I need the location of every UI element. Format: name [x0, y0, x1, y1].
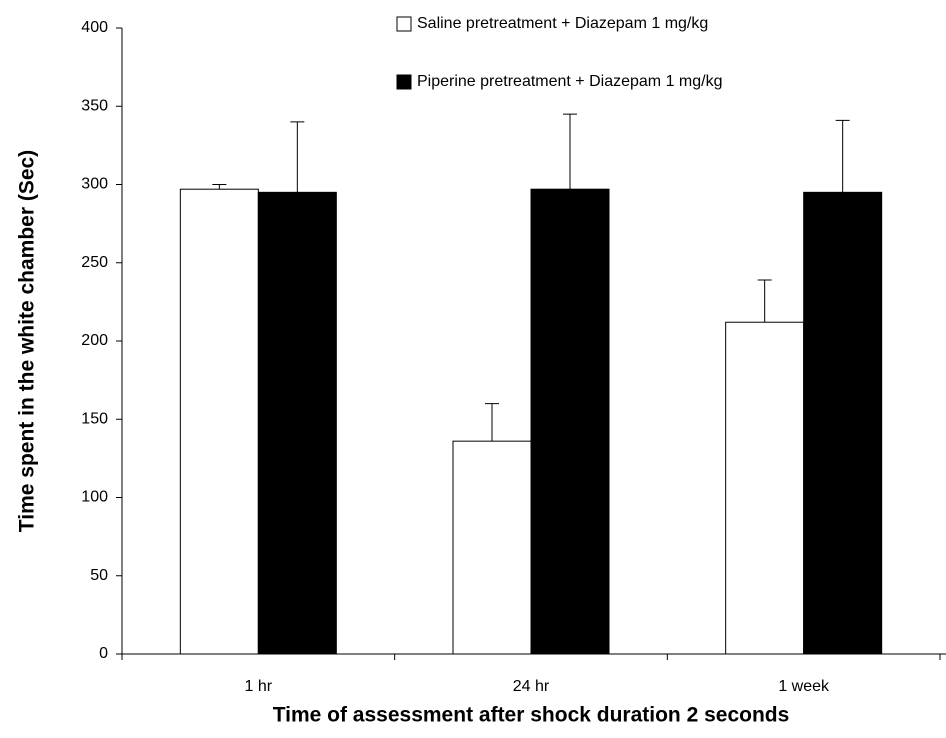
legend-swatch [396, 16, 412, 32]
error-bar [757, 279, 772, 323]
y-tick-label: 50 [90, 567, 108, 584]
y-tick-label: 200 [81, 332, 108, 349]
y-tick-label: 150 [81, 410, 108, 427]
error-bar [212, 184, 227, 190]
x-tick-label: 24 hr [513, 678, 550, 695]
error-bar [485, 403, 499, 442]
bar [257, 191, 337, 655]
x-axis-title: Time of assessment after shock duration … [273, 704, 790, 727]
y-tick-label: 250 [81, 254, 108, 271]
y-tick-label: 400 [81, 19, 108, 36]
bar [179, 188, 259, 655]
y-tick-label: 100 [81, 489, 108, 506]
error-bar [835, 119, 850, 193]
error-bar [563, 113, 577, 190]
bar [725, 321, 805, 655]
y-tick-label: 0 [99, 645, 108, 662]
legend-label: Piperine pretreatment + Diazepam 1 mg/kg [417, 73, 722, 90]
y-tick-label: 300 [81, 176, 108, 193]
error-bar [290, 121, 305, 193]
y-tick-label: 350 [81, 97, 108, 114]
bar [530, 188, 610, 655]
y-axis-title: Time spent in the white chamber (Sec) [16, 150, 39, 532]
legend-swatch [396, 74, 412, 90]
x-tick-label: 1 week [778, 678, 830, 695]
x-tick-label: 1 hr [245, 678, 273, 695]
bar [452, 440, 532, 655]
bar [803, 191, 883, 655]
legend-label: Saline pretreatment + Diazepam 1 mg/kg [417, 15, 708, 32]
